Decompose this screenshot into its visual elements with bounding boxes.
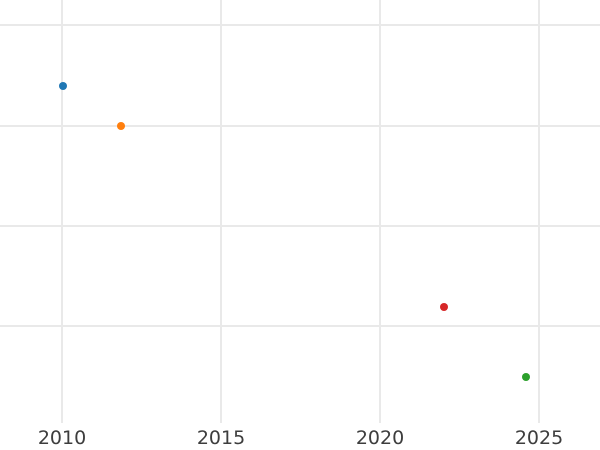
y-gridline — [0, 325, 600, 327]
y-gridline — [0, 225, 600, 227]
point-green — [522, 373, 530, 381]
x-tick-label-2025: 2025 — [514, 427, 564, 449]
point-orange — [117, 122, 125, 130]
x-tick-label-2020: 2020 — [355, 427, 405, 449]
x-gridline-2025 — [538, 0, 540, 423]
point-red — [440, 303, 448, 311]
point-blue — [59, 82, 67, 90]
x-gridline-2010 — [61, 0, 63, 423]
x-gridline-2020 — [379, 0, 381, 423]
x-tick-label-2010: 2010 — [37, 427, 87, 449]
y-gridline — [0, 125, 600, 127]
x-gridline-2015 — [220, 0, 222, 423]
y-gridline — [0, 24, 600, 26]
x-tick-label-2015: 2015 — [196, 427, 246, 449]
